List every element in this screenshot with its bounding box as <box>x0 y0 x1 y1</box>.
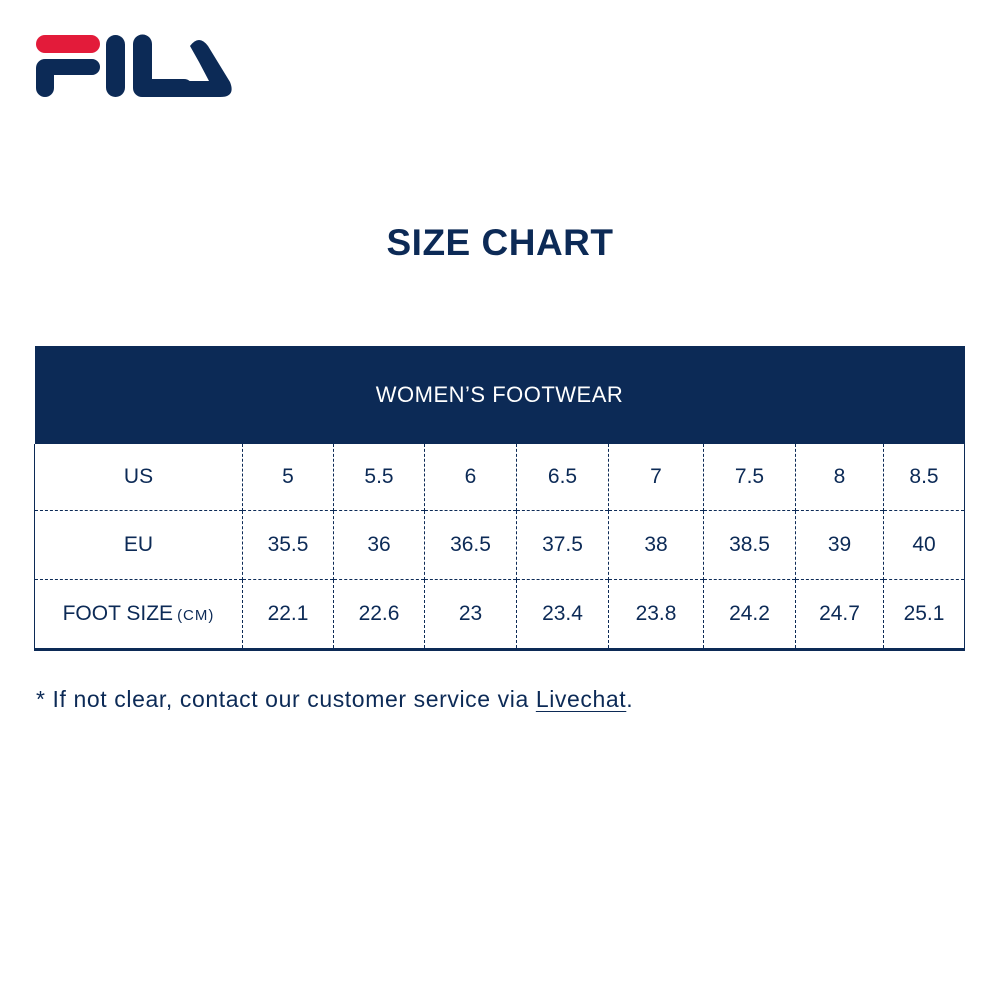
table-cell: 8 <box>795 444 884 511</box>
table-cell: 23.8 <box>608 579 704 651</box>
table-cell: 36 <box>333 510 425 580</box>
row-label: FOOT SIZE (CM) <box>34 579 243 651</box>
table-cell: 23 <box>424 579 517 651</box>
fila-logo <box>36 34 232 97</box>
table-cell: 38 <box>608 510 704 580</box>
table-cell: 22.6 <box>333 579 425 651</box>
row-unit: (CM) <box>177 607 215 624</box>
table-cell: 38.5 <box>703 510 796 580</box>
table-cell: 6 <box>424 444 517 511</box>
table-row: EU 35.5 36 36.5 37.5 38 38.5 39 40 <box>34 510 966 580</box>
table-cell: 23.4 <box>516 579 609 651</box>
row-label-text: FOOT SIZE <box>62 602 174 625</box>
table-row: US 5 5.5 6 6.5 7 7.5 8 8.5 <box>34 444 966 511</box>
table-cell: 5 <box>242 444 334 511</box>
livechat-link[interactable]: Livechat <box>535 686 627 712</box>
note-text: * If not clear, contact our customer ser… <box>36 686 536 712</box>
page-title: SIZE CHART <box>386 222 614 263</box>
table-header: WOMEN’S FOOTWEAR <box>34 346 965 444</box>
table-cell: 24.7 <box>795 579 884 651</box>
table-cell: 8.5 <box>882 444 966 511</box>
table-cell: 24.2 <box>703 579 796 651</box>
table-cell: 37.5 <box>516 510 609 580</box>
row-label: US <box>34 444 243 511</box>
size-table: WOMEN’S FOOTWEAR US 5 5.5 6 6.5 7 7.5 8 8.5 EU 35.… <box>34 346 966 651</box>
table-cell: 25.1 <box>882 579 966 651</box>
table-cell: 36.5 <box>424 510 517 580</box>
row-label-text: US <box>123 465 154 488</box>
table-cell: 5.5 <box>333 444 425 511</box>
table-row: FOOT SIZE (CM) 22.1 22.6 23 23.4 23.8 24.2 24.7 2… <box>34 579 966 651</box>
table-cell: 22.1 <box>242 579 334 651</box>
table-cell: 39 <box>795 510 884 580</box>
table-cell: 7 <box>608 444 704 511</box>
note-suffix: . <box>626 686 634 712</box>
table-cell: 7.5 <box>703 444 796 511</box>
table-cell: 35.5 <box>242 510 334 580</box>
row-label-text: EU <box>123 533 154 556</box>
table-cell: 6.5 <box>516 444 609 511</box>
table-cell: 40 <box>882 510 966 580</box>
help-note: * If not clear, contact our customer ser… <box>36 686 633 713</box>
row-label: EU <box>34 510 243 580</box>
